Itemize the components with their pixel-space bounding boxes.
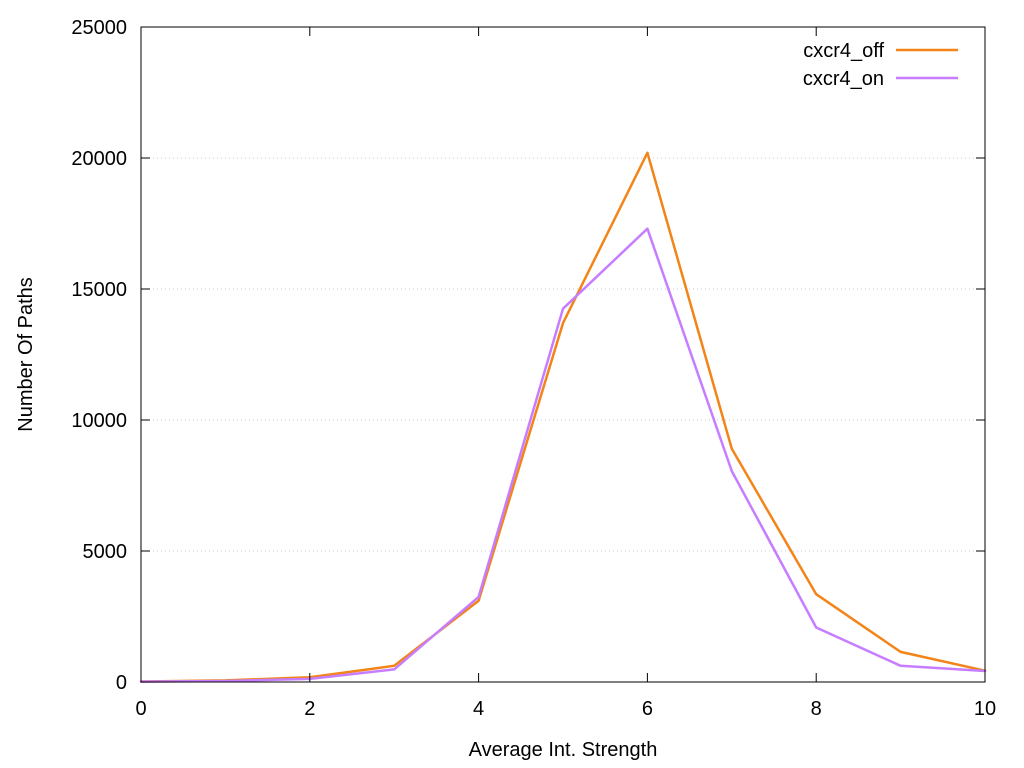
series-line-cxcr4-off: [139, 151, 987, 683]
x-tick-label: 0: [135, 698, 146, 720]
y-tick-label: 0: [116, 672, 127, 694]
axis-ticks: 0 5000 10000 15000 20000 25000 0 2 4 6 8 10: [71, 17, 996, 720]
y-tick-label: 5000: [83, 541, 128, 563]
series-line-cxcr4-on: [139, 227, 987, 683]
plot-area-border: [140, 26, 986, 683]
gridlines: [141, 157, 985, 552]
x-tick-label: 8: [811, 698, 822, 720]
y-axis-label: Number Of Paths: [15, 277, 37, 432]
x-axis-label: Average Int. Strength: [469, 739, 658, 761]
series-lines: [139, 151, 987, 683]
x-tick-label: 6: [642, 698, 653, 720]
y-tick-label: 15000: [71, 279, 127, 301]
legend-label: cxcr4_on: [803, 68, 884, 90]
legend-label: cxcr4_off: [803, 40, 884, 62]
x-tick-label: 10: [974, 698, 996, 720]
y-tick-label: 10000: [71, 410, 127, 432]
y-tick-label: 25000: [71, 17, 127, 39]
y-tick-label: 20000: [71, 148, 127, 170]
x-tick-label: 4: [473, 698, 484, 720]
x-tick-label: 2: [304, 698, 315, 720]
legend: cxcr4_off cxcr4_on: [803, 40, 958, 90]
